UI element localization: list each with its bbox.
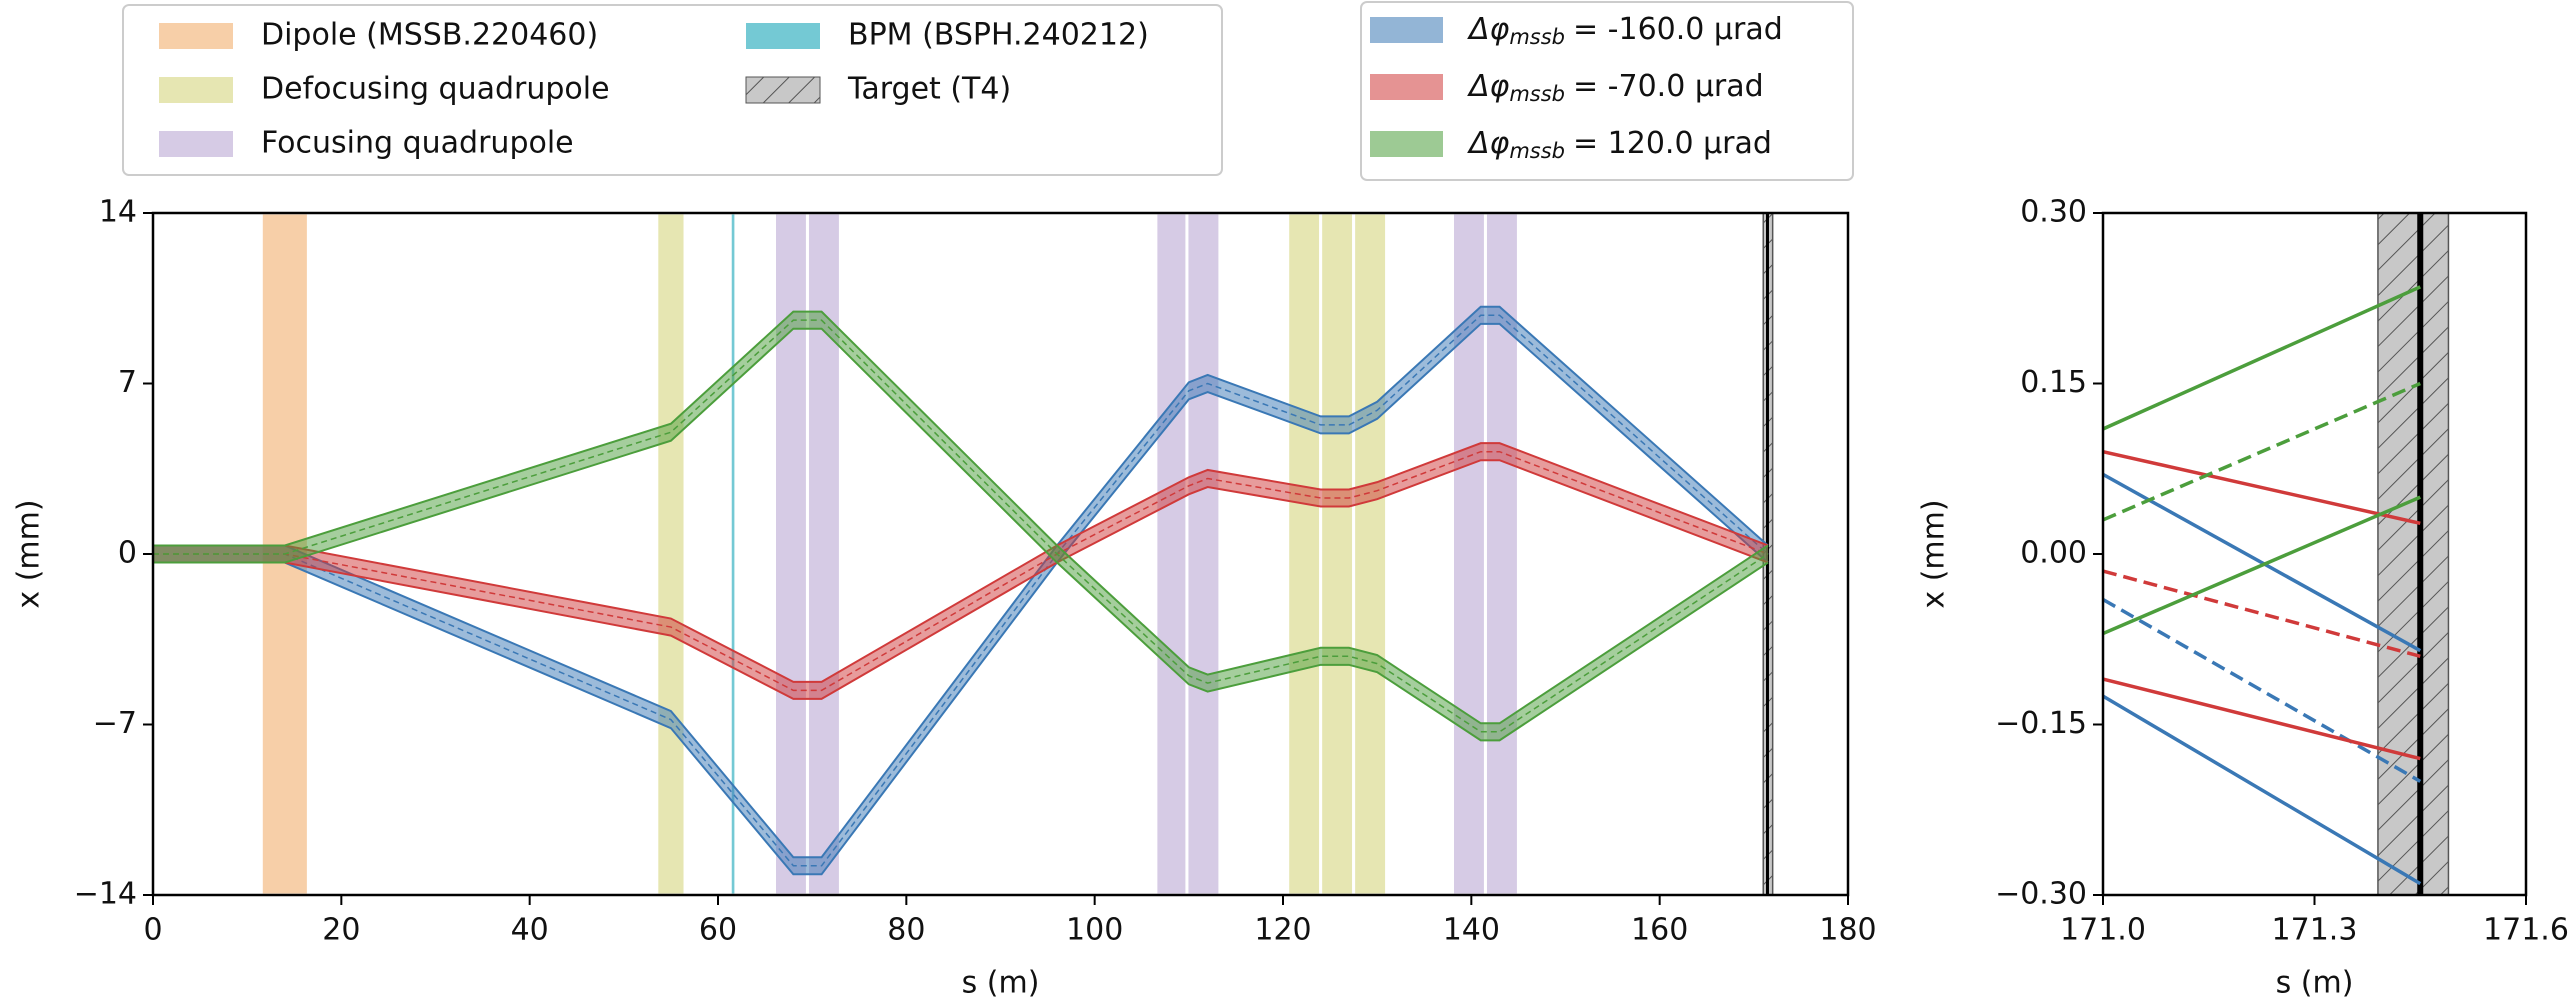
trajectory-line (2103, 285, 2421, 431)
center-line (153, 314, 1769, 867)
y-tick-label: 0 (118, 536, 137, 571)
trajectory-line (2103, 569, 2421, 658)
element-hatch (2377, 213, 2449, 895)
x-axis-label: s (m) (2276, 966, 2354, 1001)
x-tick-label: 171.0 (2060, 913, 2146, 948)
x-tick-label: 40 (511, 913, 549, 948)
x-tick-label: 160 (1631, 913, 1688, 948)
trajectory-line (2103, 381, 2421, 522)
axes-frame (2101, 211, 2528, 897)
trajectory-line (2103, 472, 2422, 653)
x-tick-label: 171.6 (2483, 913, 2569, 948)
legend-value: = 120.0 µrad (1573, 126, 1772, 161)
legend-box (1360, 1, 1854, 181)
x-tick-label: 180 (1819, 913, 1876, 948)
envelope-band (153, 306, 1768, 875)
legend-label: Target (T4) (847, 72, 1011, 107)
legend-symbol: Δφ (1467, 126, 1510, 161)
center-line (153, 319, 1769, 733)
legend-swatch (1370, 74, 1443, 100)
legend-symbol: Δφ (1467, 69, 1510, 104)
y-tick-label: 0.30 (2020, 195, 2087, 230)
legend-swatch (1370, 17, 1443, 43)
envelope-edge (153, 442, 1769, 683)
legend-label: Defocusing quadrupole (261, 72, 610, 107)
legend-swatch (159, 131, 233, 157)
envelope-edge (153, 459, 1769, 700)
legend-label: Δφmssb = -70.0 µrad (1467, 69, 1764, 107)
trajectory-line (2103, 597, 2422, 783)
y-tick-label: 0.15 (2020, 365, 2087, 400)
legend-subscript: mssb (1509, 139, 1565, 163)
legend-symbol: Δφ (1467, 12, 1510, 47)
legend-label: Dipole (MSSB.220460) (261, 18, 598, 53)
envelope-edge (153, 322, 1769, 876)
element-span (728, 213, 738, 895)
y-tick-label: 7 (118, 365, 137, 400)
element-span (1352, 213, 1389, 895)
y-axis-label: x (mm) (1917, 499, 1952, 608)
trajectory-line (2103, 677, 2421, 761)
envelope-band (153, 443, 1768, 699)
x-tick-label: 80 (887, 913, 925, 948)
envelope-edge (153, 327, 1769, 742)
y-tick-label: 14 (99, 195, 137, 230)
element-span (655, 213, 687, 895)
plot-area (2103, 213, 2450, 895)
x-axis-label: s (m) (962, 966, 1040, 1001)
envelope-edge (153, 305, 1769, 859)
x-tick-label: 140 (1443, 913, 1500, 948)
legend-hatch (746, 77, 820, 103)
y-tick-label: 0.00 (2020, 536, 2087, 571)
x-tick-label: 120 (1254, 913, 1311, 948)
trajectory-line (2103, 495, 2421, 636)
legend-box (122, 4, 1223, 176)
y-tick-label: −0.30 (1995, 877, 2087, 912)
plot-area (153, 213, 1774, 895)
legend-label: Δφmssb = 120.0 µrad (1467, 126, 1772, 164)
legend-value: = -70.0 µrad (1573, 69, 1764, 104)
element-span (1185, 213, 1222, 895)
element-span (1286, 213, 1323, 895)
axes-frame (151, 211, 1850, 897)
legend-swatch (746, 23, 820, 49)
element-span (1154, 213, 1189, 895)
x-tick-label: 100 (1066, 913, 1123, 948)
legend-label: Δφmssb = -160.0 µrad (1467, 12, 1783, 50)
y-tick-label: −0.15 (1995, 706, 2087, 741)
legend-swatch (159, 77, 233, 103)
x-tick-label: 171.3 (2272, 913, 2358, 948)
legend-subscript: mssb (1509, 25, 1565, 49)
center-line (153, 450, 1769, 692)
element-span (1319, 213, 1356, 895)
x-tick-label: 0 (143, 913, 162, 948)
legend-subscript: mssb (1509, 82, 1565, 106)
envelope-edge (153, 310, 1769, 725)
legend-swatch (1370, 131, 1443, 157)
legend-label: Focusing quadrupole (261, 126, 574, 161)
y-tick-label: −7 (93, 706, 137, 741)
legend-value: = -160.0 µrad (1573, 12, 1783, 47)
x-tick-label: 60 (699, 913, 737, 948)
y-tick-label: −14 (74, 877, 137, 912)
y-axis-label: x (mm) (12, 499, 47, 608)
legend-label: BPM (BSPH.240212) (848, 18, 1149, 53)
trajectory-line (2103, 694, 2422, 886)
trajectory-line (2103, 449, 2421, 526)
legend-swatch (159, 23, 233, 49)
x-tick-label: 20 (322, 913, 360, 948)
